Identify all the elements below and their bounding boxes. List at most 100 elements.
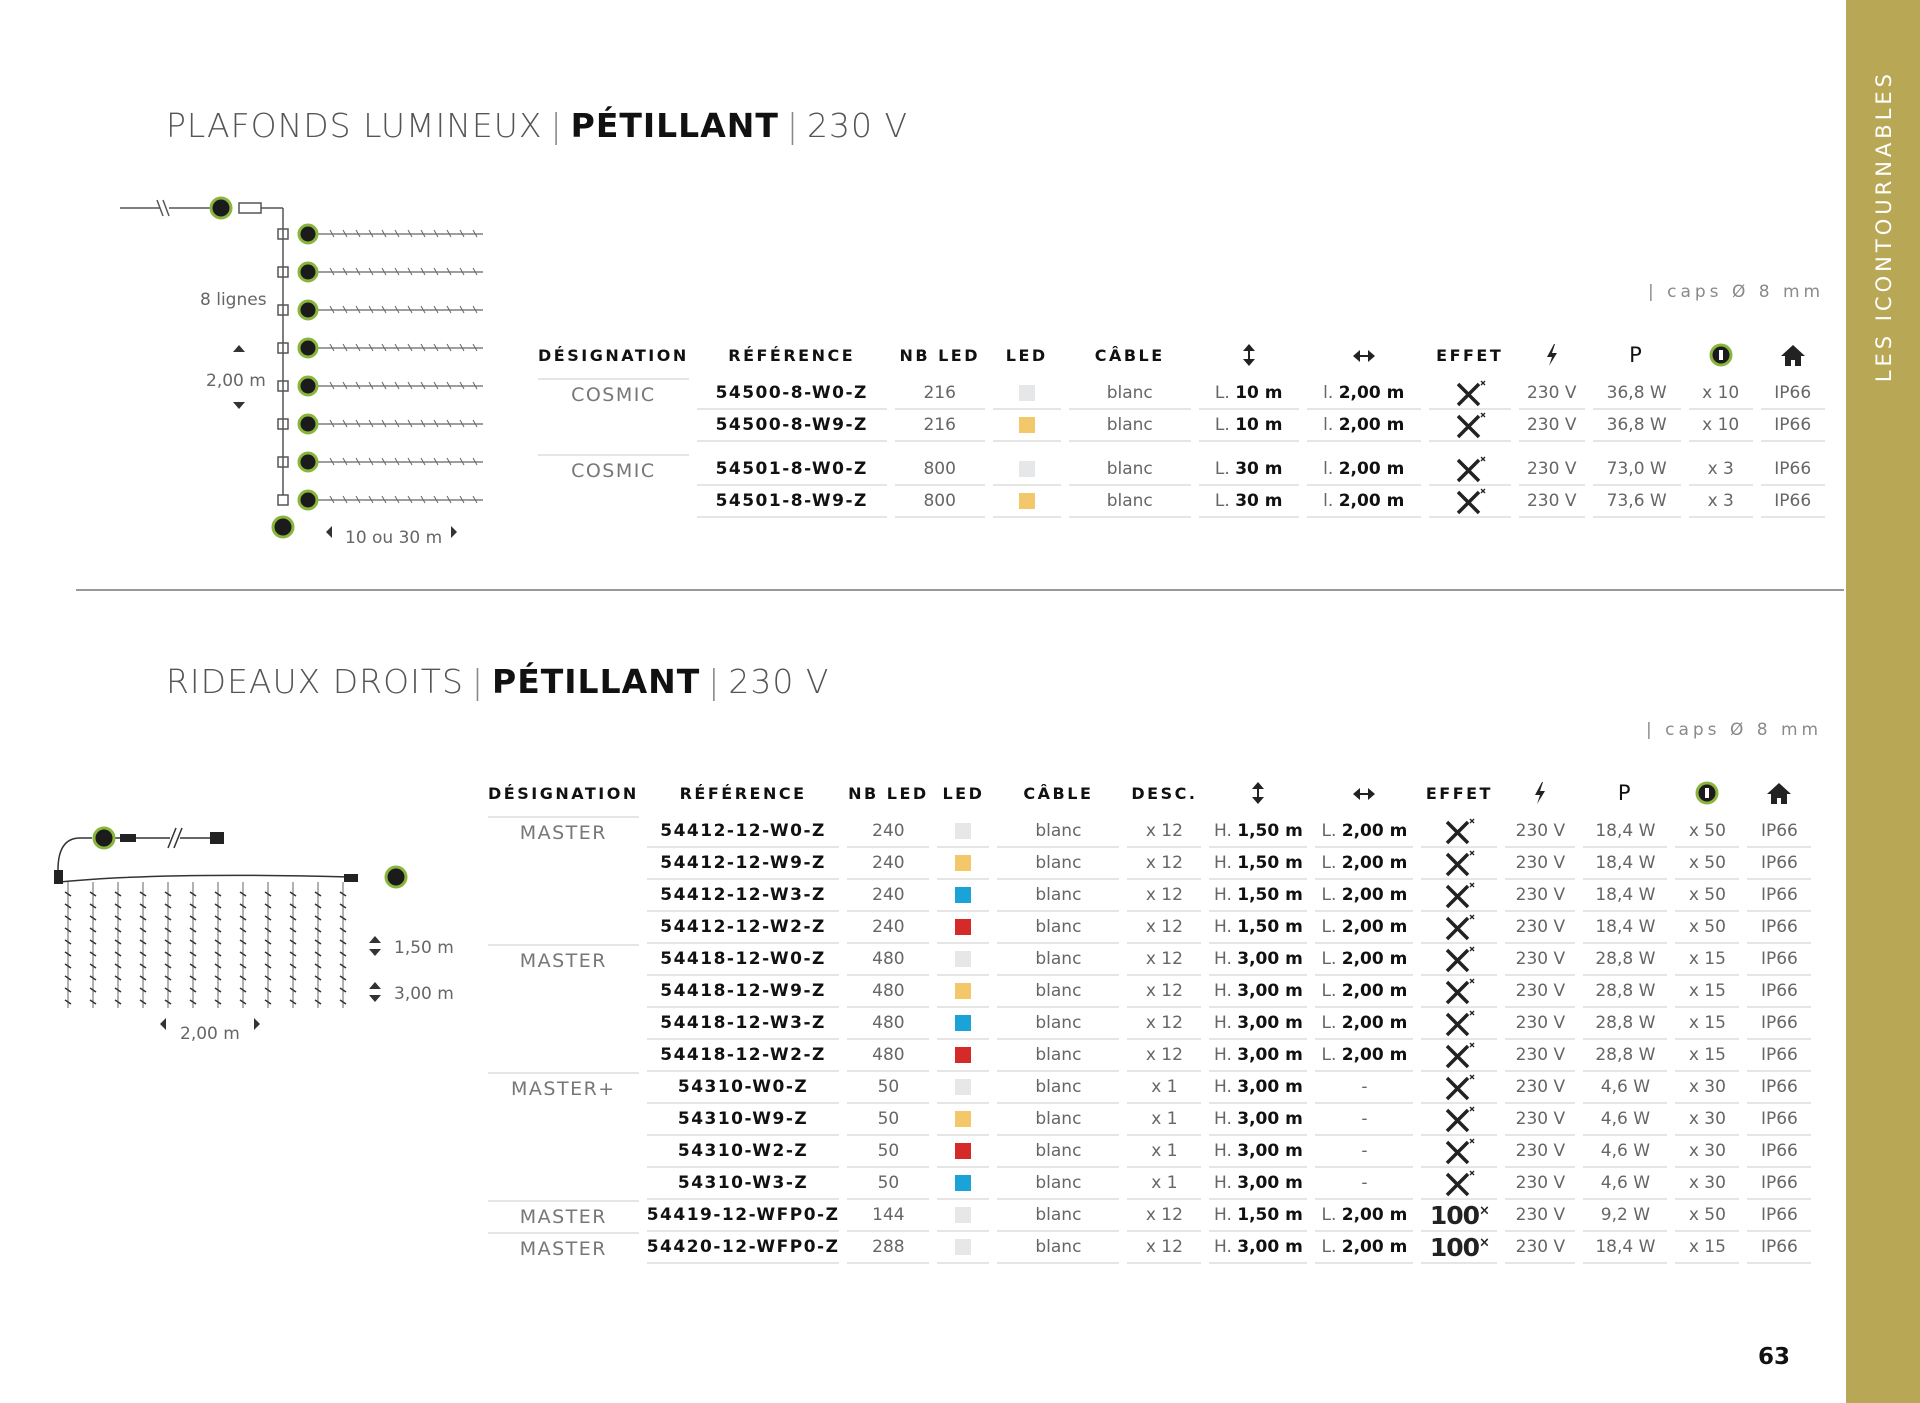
nb-led-cell: 240 <box>847 816 930 848</box>
desc-cell: x 12 <box>1127 816 1202 848</box>
effect-100-label: 100× <box>1429 1232 1490 1262</box>
height-cell-value: 3,00 m <box>1237 1109 1303 1129</box>
width-cell-value: 2,00 m <box>1341 1045 1408 1065</box>
led-color-cell <box>937 1072 990 1104</box>
twinkle-effect-icon <box>1446 1074 1475 1101</box>
reference-cell: 54412-12-W9-Z <box>646 848 840 880</box>
width-cell: - <box>1315 1136 1414 1168</box>
width-cell: l. 2,00 m <box>1306 378 1421 410</box>
width-cell-prefix: L. <box>1321 885 1337 905</box>
ceiling-lights-spec-table: DÉSIGNATION RÉFÉRENCE NB LED LED CÂBLE E… <box>530 332 1833 518</box>
designation-cell <box>488 1040 639 1072</box>
light-drop <box>114 882 122 1008</box>
led-color-cell <box>937 1136 990 1168</box>
width-cell: l. 2,00 m <box>1306 410 1421 442</box>
led-color-swatch <box>1018 385 1035 401</box>
reference-cell: 54500-8-W0-Z <box>696 378 887 410</box>
width-cell: - <box>1315 1104 1414 1136</box>
effect-cell <box>1428 486 1511 518</box>
height-cell: H. 3,00 m <box>1209 1232 1308 1264</box>
desc-cell: x 1 <box>1127 1072 1202 1104</box>
height-cell-value: 3,00 m <box>1237 1141 1303 1161</box>
power-cell: 18,4 W <box>1583 880 1668 912</box>
connectable-cell: x 15 <box>1675 944 1740 976</box>
effect-100-value: 100 <box>1429 1232 1480 1262</box>
height-cell: H. 3,00 m <box>1209 944 1308 976</box>
ip-cell: IP66 <box>1747 976 1812 1008</box>
effect-cell <box>1428 454 1511 486</box>
length-cell: L. 10 m <box>1198 410 1299 442</box>
light-drop <box>289 882 297 1008</box>
designation-cell <box>488 976 639 1008</box>
power-cell: 18,4 W <box>1583 848 1668 880</box>
led-color-cell <box>937 1104 990 1136</box>
light-line <box>277 375 483 397</box>
width-cell-value: 2,00 m <box>1338 415 1405 435</box>
designation-cell <box>538 486 689 518</box>
table-row: MASTER 54420-12-WFP0-Z 288 blanc x 12 H. 3,00… <box>488 1232 1812 1264</box>
height-cell-value: 3,00 m <box>1237 1013 1303 1033</box>
height-cell-prefix: H. <box>1213 853 1232 873</box>
length-cell: L. 30 m <box>1198 486 1299 518</box>
header-designation: DÉSIGNATION <box>538 345 689 365</box>
horizontal-arrow-icon <box>1315 770 1413 816</box>
reference-cell: 54310-W9-Z <box>646 1104 840 1136</box>
table-row: 54418-12-W9-Z 480 blanc x 12 H. 3,00 m L. 2,0… <box>488 976 1812 1008</box>
height-cell-prefix: H. <box>1213 1237 1232 1257</box>
reference-cell: 54501-8-W9-Z <box>696 486 887 518</box>
height-cell: H. 3,00 m <box>1209 976 1308 1008</box>
width-cell-prefix: L. <box>1321 917 1337 937</box>
led-color-cell <box>937 1008 990 1040</box>
nb-led-cell: 480 <box>847 1040 930 1072</box>
gap-cell <box>1519 442 1585 454</box>
nb-led-cell: 240 <box>847 880 930 912</box>
width-cell: L. 2,00 m <box>1315 880 1414 912</box>
led-color-swatch <box>955 1143 972 1159</box>
reference-cell: 54310-W3-Z <box>646 1168 840 1200</box>
twinkle-effect-icon <box>1456 412 1486 439</box>
width-cell-prefix: l. <box>1323 459 1334 479</box>
designation-cell: MASTER <box>488 816 639 848</box>
connectable-cell: x 50 <box>1675 848 1740 880</box>
width-cell-prefix: l. <box>1323 415 1334 435</box>
height-1-label: 1,50 m <box>394 938 454 958</box>
twinkle-effect-icon <box>1446 914 1475 941</box>
height-label: 2,00 m <box>206 371 266 391</box>
length-cell: L. 30 m <box>1198 454 1299 486</box>
length-cell-value: 30 m <box>1235 459 1283 479</box>
led-color-swatch <box>955 1079 972 1095</box>
section1-title: PLAFONDS LUMINEUX | PÉTILLANT | 230 V <box>166 106 909 145</box>
light-line <box>277 261 483 283</box>
designation-cell <box>488 1008 639 1040</box>
width-cell: L. 2,00 m <box>1315 816 1414 848</box>
width-cell: - <box>1315 1168 1414 1200</box>
gap-cell <box>993 442 1061 454</box>
effect-cell <box>1428 410 1511 442</box>
height-cell-value: 1,50 m <box>1237 1205 1303 1225</box>
voltage-cell: 230 V <box>1505 1168 1576 1200</box>
designation-cell <box>488 1104 639 1136</box>
height-cell-value: 3,00 m <box>1237 1045 1303 1065</box>
table-row: COSMIC 54501-8-W0-Z 800 blanc L. 30 m l. 2,00… <box>538 454 1825 486</box>
nb-led-cell: 216 <box>894 410 985 442</box>
width-cell: L. 2,00 m <box>1315 912 1414 944</box>
header-power: P <box>1629 343 1645 367</box>
header-effect: EFFET <box>1425 783 1493 803</box>
cable-cell: blanc <box>997 880 1120 912</box>
led-color-swatch <box>955 1175 972 1191</box>
height-cell-value: 3,00 m <box>1237 1237 1303 1257</box>
led-color-cell <box>992 486 1061 518</box>
twinkle-effect-icon <box>1446 946 1475 973</box>
table-row: 54412-12-W9-Z 240 blanc x 12 H. 1,50 m L. 2,0… <box>488 848 1812 880</box>
led-color-cell <box>992 410 1061 442</box>
reference-cell: 54418-12-W9-Z <box>646 976 840 1008</box>
section1-caps-note: | caps Ø 8 mm <box>1648 282 1825 302</box>
horizontal-arrow-icon <box>1307 332 1421 378</box>
voltage-cell: 230 V <box>1518 486 1585 518</box>
voltage-cell: 230 V <box>1505 944 1576 976</box>
height-cell-prefix: H. <box>1213 885 1232 905</box>
led-color-swatch <box>955 887 972 903</box>
led-color-cell <box>937 1232 990 1264</box>
voltage-cell: 230 V <box>1518 378 1585 410</box>
length-cell-value: 10 m <box>1235 383 1283 403</box>
